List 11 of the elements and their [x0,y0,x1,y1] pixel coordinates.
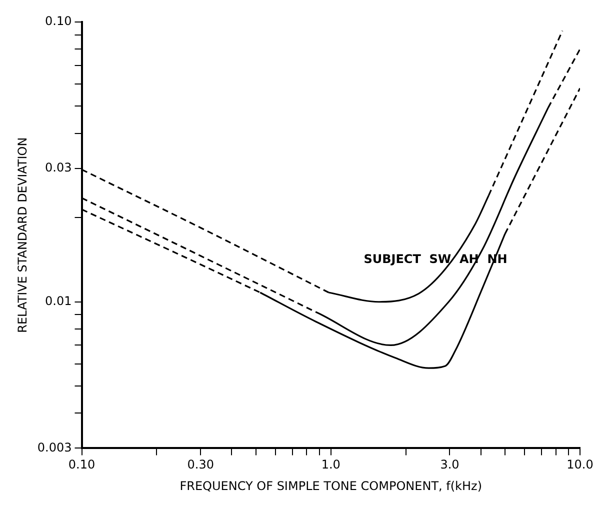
x-axis-title: FREQUENCY OF SIMPLE TONE COMPONENT, f(kHz) [180,478,482,493]
x-tick-label: 0.10 [68,458,96,472]
x-tick-label: 0.30 [187,458,214,472]
y-tick-label: 0.10 [45,14,72,28]
x-tick-label: 10.0 [566,458,594,472]
y-tick-label: 0.01 [45,294,72,308]
y-tick-label: 0.003 [37,440,72,454]
x-tick-label: 1.0 [321,458,340,472]
x-tick-label: 3.0 [440,458,460,472]
y-tick-label: 0.03 [45,160,72,174]
y-axis-title: RELATIVE STANDARD DEVIATION [15,137,30,333]
